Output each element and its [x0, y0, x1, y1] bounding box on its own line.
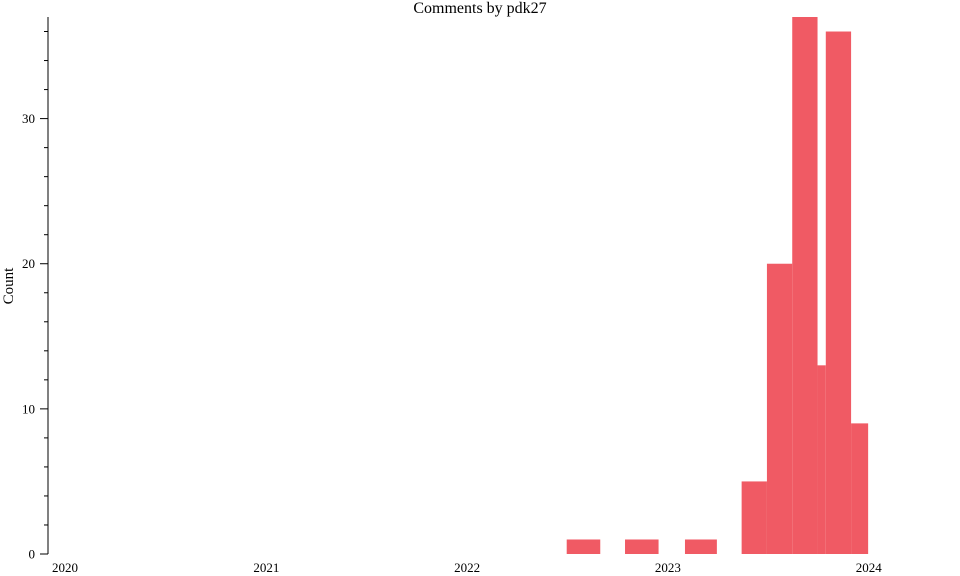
bars — [566, 17, 869, 555]
bar — [566, 539, 601, 554]
x-tick-label: 2020 — [52, 560, 78, 575]
y-tick-label: 0 — [29, 547, 36, 562]
y-tick-label: 20 — [22, 256, 35, 271]
y-axis-ticks: 0 10 20 30 — [22, 111, 48, 562]
x-tick-label: 2022 — [454, 560, 480, 575]
x-tick-label: 2023 — [655, 560, 681, 575]
bar — [741, 481, 767, 554]
bar — [825, 31, 852, 555]
y-tick-label: 10 — [22, 401, 35, 416]
bar — [851, 423, 869, 554]
bar — [684, 539, 717, 554]
chart-title: Comments by pdk27 — [413, 0, 546, 17]
y-axis-label: Count — [1, 267, 17, 305]
bar — [792, 17, 818, 554]
bar — [625, 539, 659, 554]
y-tick-label: 30 — [22, 111, 35, 126]
bar — [817, 365, 826, 554]
x-tick-label: 2024 — [856, 560, 883, 575]
bar — [766, 263, 793, 554]
x-tick-label: 2021 — [253, 560, 279, 575]
x-axis-ticks: 2020 2021 2022 2023 2024 — [52, 560, 882, 575]
y-minor-ticks — [44, 31, 48, 526]
